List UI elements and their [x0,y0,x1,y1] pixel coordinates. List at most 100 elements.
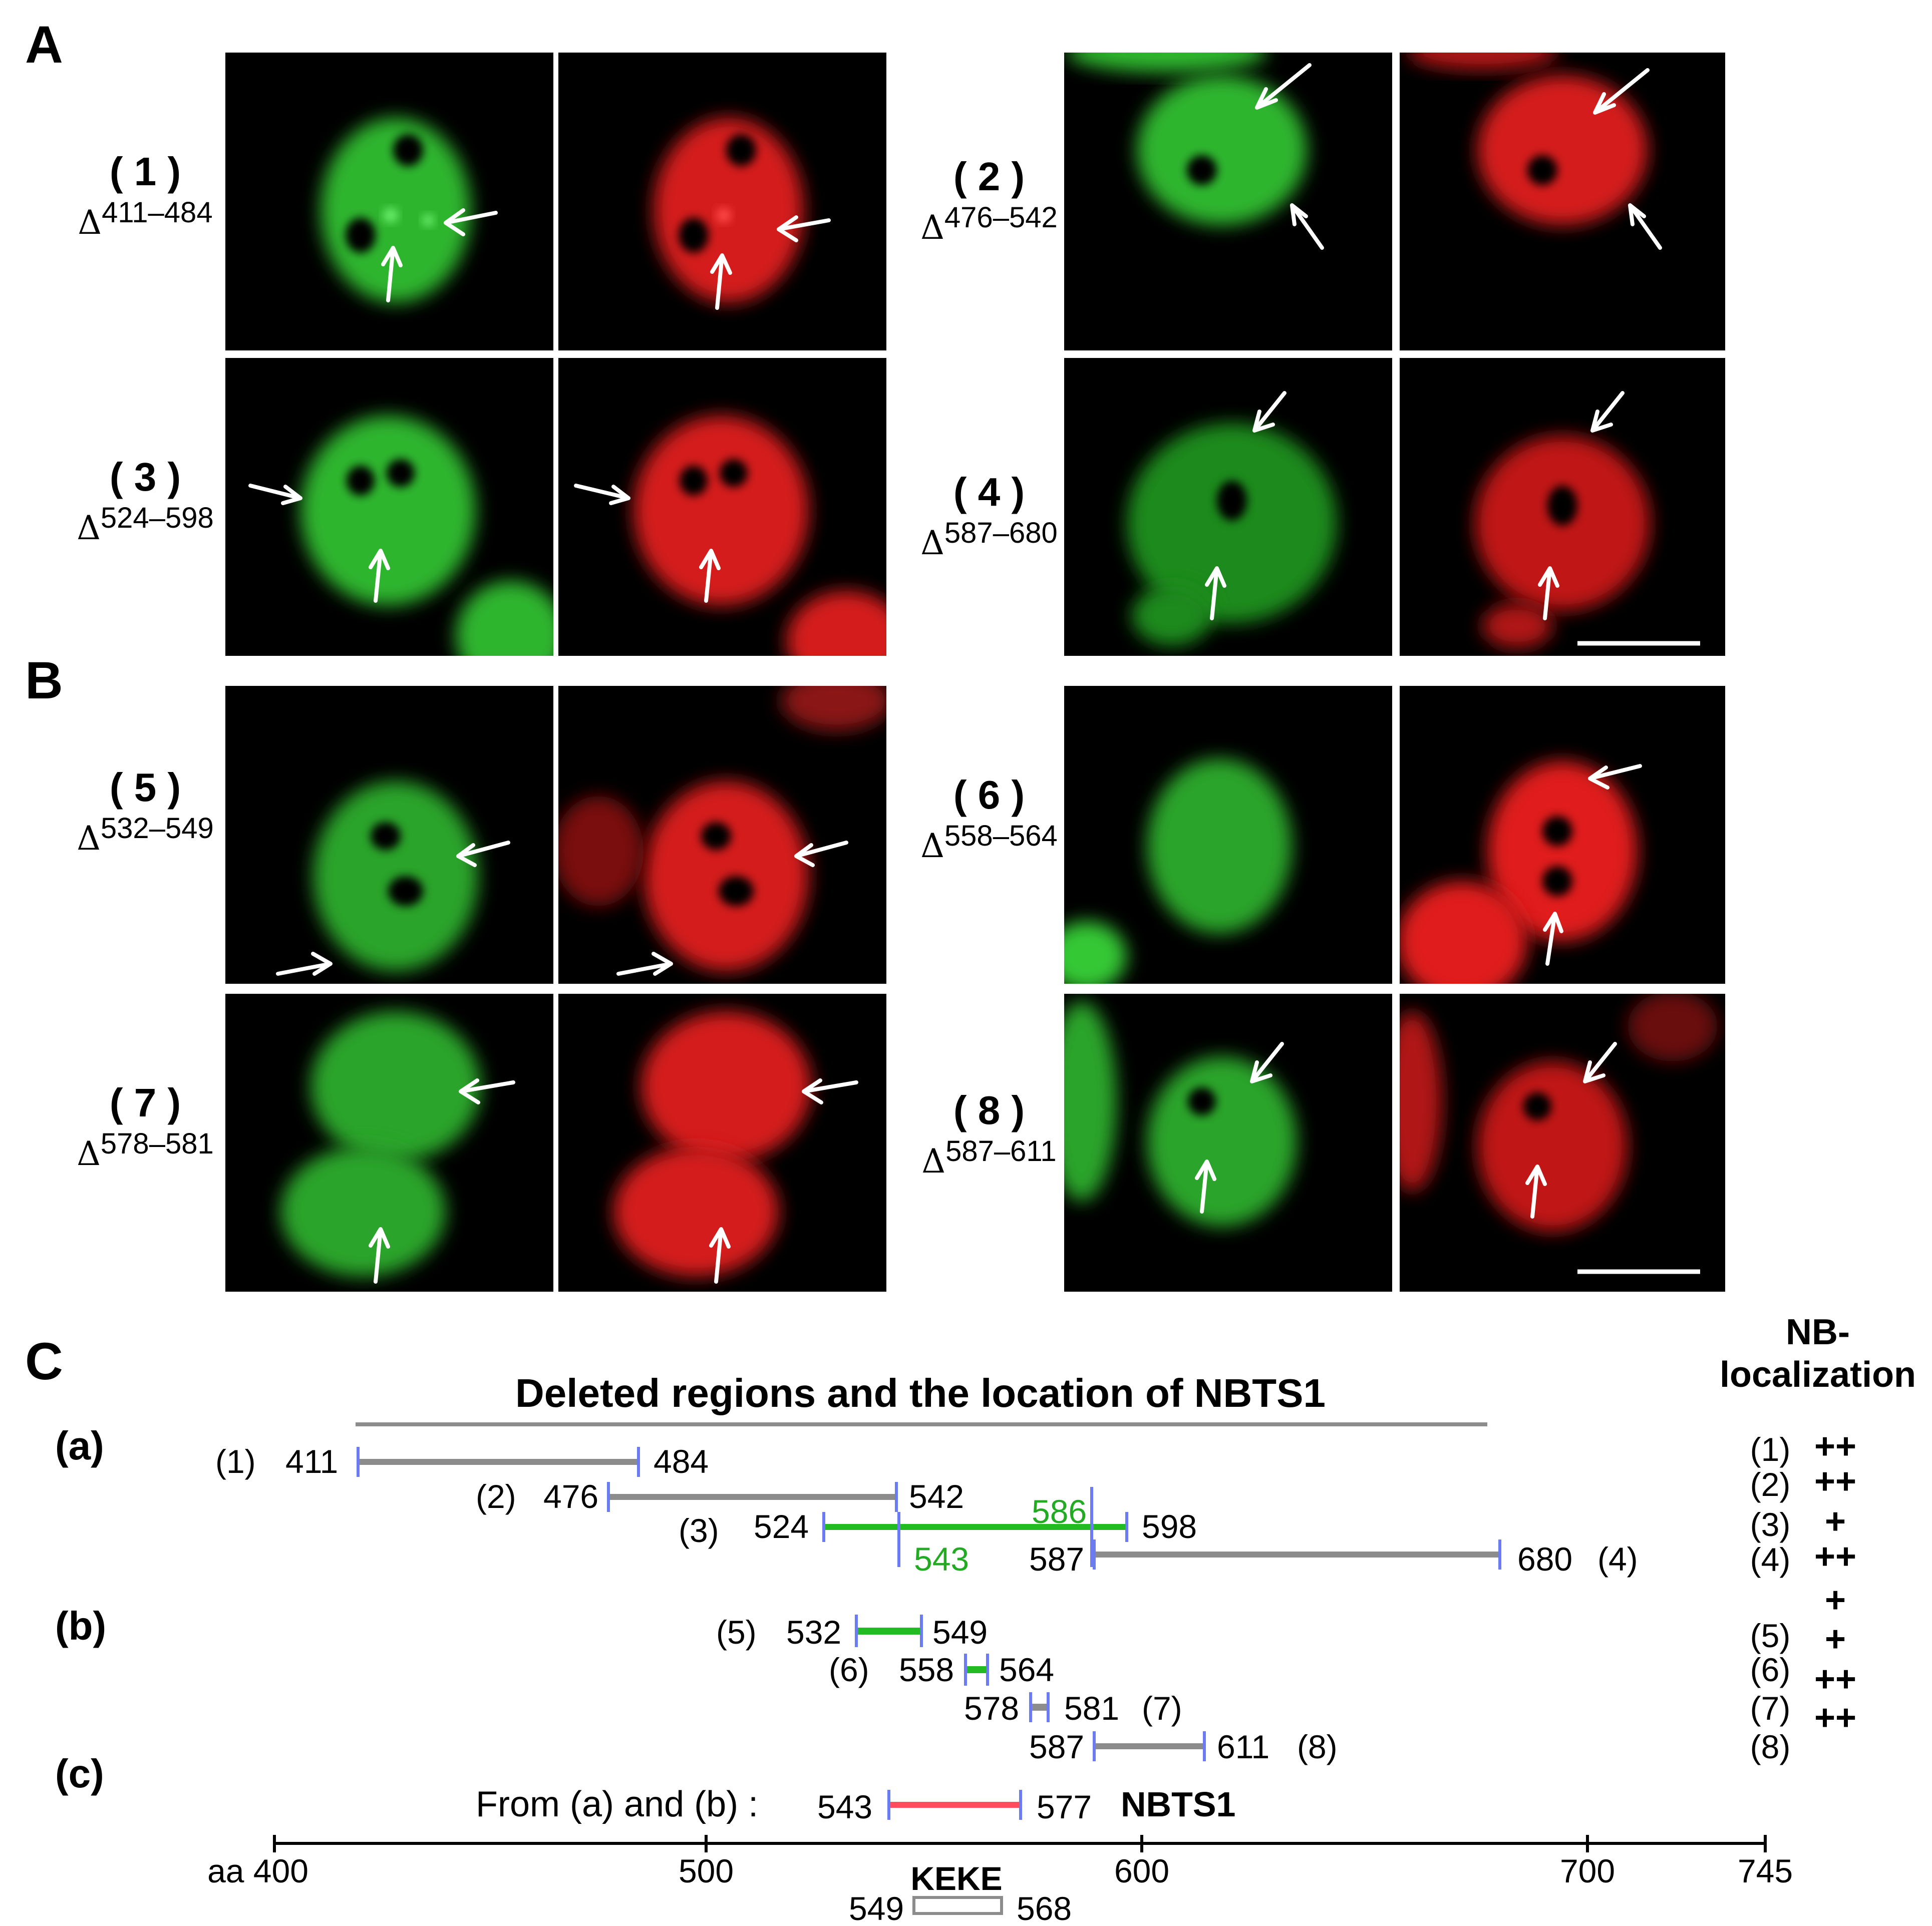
label-num: ( 8 ) [953,1088,1025,1132]
segment-id: (7) [1142,1690,1182,1727]
label-group-4: ( 4 ) Δ587–680 [916,471,1062,563]
nb-score: + [1825,1501,1846,1542]
keke-end-label: 568 [1017,1890,1072,1926]
nb-column: (1) ++ (2) ++ (3) + (4) ++ (5) + (6) + (… [1750,1426,1856,1765]
start-label: 578 [964,1690,1019,1727]
segment-id: (8) [1297,1728,1338,1765]
nb-id: (3) [1750,1506,1791,1543]
end-label: 549 [932,1614,988,1651]
nb-score: + [1825,1580,1846,1620]
label-group-5: ( 5 ) Δ532–549 [73,766,218,859]
end-label: 542 [909,1478,964,1515]
axis-tick-label: 745 [1738,1852,1793,1889]
delta-symbol: Δ [77,509,101,547]
segment-8: 587 611 (8) [1029,1728,1338,1765]
row-label-b: (b) [55,1604,106,1648]
label-num: ( 2 ) [953,154,1025,199]
label-num: ( 6 ) [953,773,1025,817]
segment-id: (3) [679,1512,719,1549]
label-group-7: ( 7 ) Δ578–581 [73,1081,218,1174]
label-group-1: ( 1 ) Δ411–484 [73,150,218,243]
end-label: 564 [999,1651,1054,1688]
keke-label: KEKE [910,1860,1002,1897]
nb-id: (8) [1750,1728,1791,1765]
segment-3: (3) 524 598 586 543 [679,1487,1197,1578]
delta-symbol: Δ [921,1142,946,1181]
range-label: 411–484 [102,196,213,229]
start-label: 587 [1029,1728,1084,1765]
end-label: 484 [654,1443,709,1480]
range-label: 558–564 [944,820,1058,852]
nb-id: (6) [1750,1651,1791,1688]
segment-1: (1) 411 484 [215,1443,709,1480]
axis-tick-label: 500 [679,1852,734,1889]
axis-tick-label: 700 [1560,1852,1615,1889]
segment-id: (6) [829,1651,869,1688]
range-label: 532–549 [100,812,214,845]
label-group-3: ( 3 ) Δ524–598 [73,456,218,548]
end-label: 680 [1517,1540,1572,1578]
green-mark-586: 586 [1032,1493,1087,1530]
nb-header-line1: NB- [1786,1312,1850,1352]
start-label: 411 [285,1443,338,1480]
nb-score: + [1825,1619,1846,1659]
nbts1-end-label: 577 [1037,1788,1092,1825]
segment-id: (4) [1597,1540,1638,1578]
panel-letter-a: A [25,16,63,74]
end-label: 598 [1142,1508,1197,1545]
micrograph-grid [225,53,1725,1292]
keke-box [912,1896,1003,1915]
label-group-6: ( 6 ) Δ558–564 [916,774,1062,866]
delta-symbol: Δ [920,524,944,562]
deletion-map: Deleted regions and the location of NBTS… [55,1312,1916,1926]
axis-tick-label: 600 [1114,1852,1169,1889]
nbts1-name: NBTS1 [1121,1785,1235,1824]
segment-4: 587 680 (4) [1029,1539,1638,1578]
nbts1-prefix: From (a) and (b) : [476,1784,758,1824]
green-mark-543: 543 [914,1540,969,1578]
delta-symbol: Δ [920,208,944,247]
segment-7: 578 581 (7) [964,1690,1182,1727]
label-num: ( 5 ) [109,765,181,810]
nbts1-start-label: 543 [817,1788,872,1825]
segment-id: (1) [215,1443,256,1480]
range-label: 476–542 [944,201,1058,234]
segment-5: (5) 532 549 [716,1614,988,1651]
nb-score: ++ [1814,1536,1856,1577]
nb-id: (4) [1750,1541,1791,1578]
label-num: ( 7 ) [109,1080,181,1125]
delta-symbol: Δ [920,827,944,865]
panel-letter-b: B [25,651,63,710]
segment-2: (2) 476 542 [476,1478,964,1515]
keke-start-label: 549 [849,1890,904,1926]
range-label: 587–680 [944,517,1058,549]
row-label-c: (c) [55,1751,104,1796]
start-label: 476 [543,1478,598,1515]
diagram-title: Deleted regions and the location of NBTS… [515,1371,1326,1415]
range-label: 587–611 [945,1135,1057,1168]
label-group-2: ( 2 ) Δ476–542 [916,155,1062,248]
axis-ticks [273,1835,1767,1852]
end-label: 581 [1064,1690,1119,1727]
label-group-8: ( 8 ) Δ587–611 [916,1089,1062,1182]
nb-header-line2: localization [1720,1355,1916,1395]
label-num: ( 1 ) [109,149,181,194]
nb-score: ++ [1814,1461,1856,1501]
label-num: ( 3 ) [109,455,181,499]
nb-id: (2) [1750,1466,1791,1503]
nb-score: ++ [1814,1698,1856,1738]
delta-symbol: Δ [78,203,102,242]
nb-score: ++ [1814,1659,1856,1699]
segment-6: (6) 558 564 [829,1651,1054,1688]
row-label-a: (a) [55,1423,104,1468]
delta-symbol: Δ [77,1134,101,1173]
nb-id: (5) [1750,1617,1791,1654]
label-num: ( 4 ) [953,470,1025,514]
start-label: 524 [754,1508,809,1545]
panel-letter-c: C [25,1332,63,1391]
end-label: 611 [1217,1728,1269,1765]
axis-tick-label: aa 400 [207,1852,308,1889]
start-label: 587 [1029,1540,1084,1578]
nb-id: (1) [1750,1431,1791,1468]
segment-id: (2) [476,1478,516,1515]
